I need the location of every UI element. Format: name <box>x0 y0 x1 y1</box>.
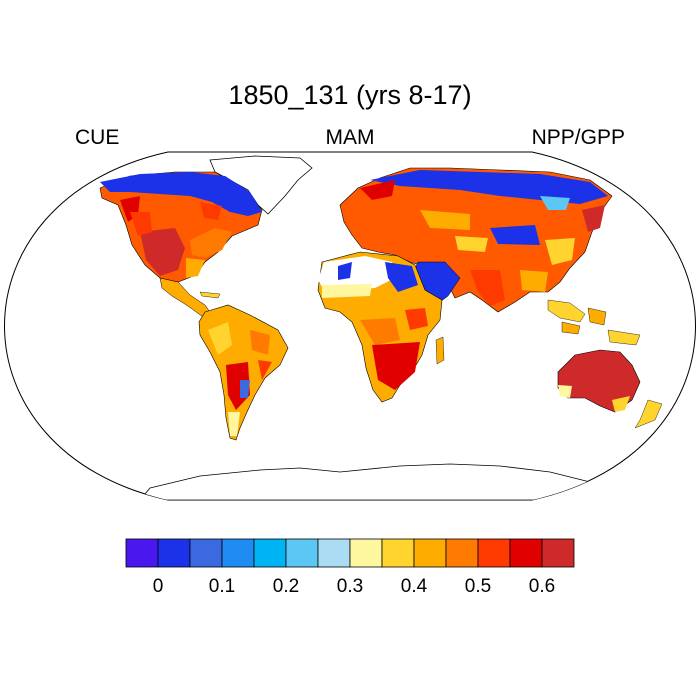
colorbar-swatch <box>413 538 447 568</box>
colorbar-tick-label: 0.2 <box>273 576 299 597</box>
colorbar-tick-label: 0.3 <box>337 576 363 597</box>
colorbar-swatch <box>157 538 191 568</box>
colorbar-ticks: 0 0.1 0.2 0.3 0.4 0.5 0.6 <box>153 576 556 597</box>
colorbar-tick-label: 0 <box>153 576 164 597</box>
north-america <box>99 171 263 283</box>
africa <box>317 251 443 403</box>
colorbar-tick-label: 0.6 <box>529 576 555 597</box>
eurasia <box>339 167 613 313</box>
colorbar-swatch <box>381 538 415 568</box>
colorbar-swatch <box>253 538 287 568</box>
colorbar-tick-label: 0.5 <box>465 576 491 597</box>
colorbar-swatch <box>509 538 543 568</box>
new-zealand <box>634 399 663 429</box>
colorbar-swatch <box>477 538 511 568</box>
season-label: MAM <box>325 126 375 149</box>
madagascar <box>435 336 445 365</box>
colorbar-swatch <box>189 538 223 568</box>
colorbar-swatch <box>317 538 351 568</box>
colorbar-swatch <box>221 538 255 568</box>
colorbar-swatch <box>445 538 479 568</box>
colorbar-swatch <box>125 538 159 568</box>
australia <box>557 349 641 413</box>
south-america <box>198 304 289 441</box>
colorbar <box>125 538 575 568</box>
map-panel <box>4 151 696 501</box>
colorbar-tick-label: 0.4 <box>401 576 428 597</box>
colorbar-swatch <box>285 538 319 568</box>
units-label: NPP/GPP <box>531 126 625 149</box>
variable-label: CUE <box>75 126 120 149</box>
colorbar-swatch <box>349 538 383 568</box>
colorbar-swatch <box>541 538 575 568</box>
map-title: 1850_131 (yrs 8-17) <box>228 80 472 110</box>
colorbar-tick-label: 0.1 <box>209 576 235 597</box>
